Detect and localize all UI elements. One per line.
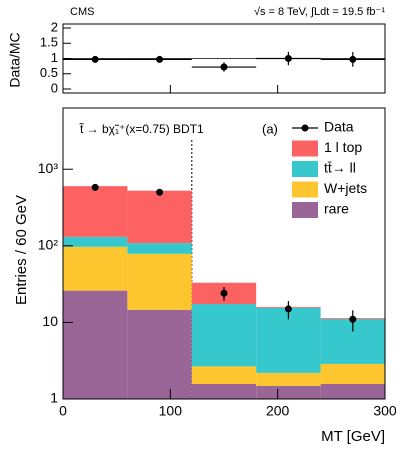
data-point bbox=[349, 315, 357, 323]
frame bbox=[62, 23, 386, 94]
data-point bbox=[91, 55, 99, 63]
stack-segment bbox=[63, 186, 128, 237]
legend-marker bbox=[301, 124, 309, 132]
stack-segment bbox=[63, 236, 128, 247]
y-tick-label: 1 bbox=[50, 390, 58, 406]
data-point bbox=[284, 55, 292, 62]
data-point bbox=[349, 55, 357, 63]
stack-segment bbox=[191, 366, 257, 384]
x-tick-label: 100 bbox=[159, 403, 183, 419]
y-tick-label: 10² bbox=[38, 237, 59, 253]
annotation: t̃ → bχ̃₁⁺(x=0.75) BDT1 bbox=[79, 122, 204, 137]
legend-swatch bbox=[292, 202, 318, 218]
legend-label: 1 l top bbox=[324, 139, 362, 155]
data-point bbox=[156, 188, 164, 196]
data-point bbox=[91, 183, 99, 191]
x-tick-label: 300 bbox=[373, 403, 397, 419]
legend-label: rare bbox=[324, 201, 349, 217]
legend-label: W+jets bbox=[324, 180, 367, 196]
y-tick-label: 2 bbox=[51, 19, 58, 34]
stack-segment bbox=[127, 309, 192, 399]
legend-swatch bbox=[292, 161, 318, 177]
stack-segment bbox=[320, 363, 385, 384]
stack-segment bbox=[127, 243, 192, 254]
stack-segment bbox=[63, 290, 128, 399]
ratio-y-label: Data/MC bbox=[7, 32, 23, 87]
y-tick-label: 1 bbox=[51, 50, 58, 65]
y-tick-label: 0 bbox=[51, 80, 58, 95]
x-tick-label: 0 bbox=[59, 403, 67, 419]
y-tick-label: 1.5 bbox=[40, 35, 58, 50]
x-axis-label: MT [GeV] bbox=[321, 428, 385, 445]
y-axis-label: Entries / 60 GeV bbox=[13, 195, 30, 305]
data-point bbox=[220, 289, 228, 297]
data-point bbox=[220, 63, 228, 71]
legend-label: tt̄→ ll bbox=[324, 160, 356, 176]
experiment-label: CMS bbox=[70, 6, 94, 18]
data-point bbox=[156, 55, 164, 63]
stack-segment bbox=[256, 372, 321, 386]
stack-segment bbox=[127, 253, 192, 310]
stack-segment bbox=[127, 190, 192, 244]
data-point bbox=[284, 305, 292, 313]
y-tick-label: 10³ bbox=[38, 160, 59, 176]
lumi-label: √s = 8 TeV, ∫Ldt = 19.5 fb⁻¹ bbox=[254, 6, 385, 18]
legend-swatch bbox=[292, 181, 318, 198]
stack-segment bbox=[256, 385, 321, 399]
y-tick-label: 0.5 bbox=[40, 65, 58, 80]
annotation: (a) bbox=[262, 121, 278, 136]
stack-segment bbox=[320, 383, 385, 399]
stack-segment bbox=[63, 246, 128, 291]
frame bbox=[62, 107, 386, 400]
legend-swatch bbox=[292, 140, 318, 157]
stack-segment bbox=[191, 383, 257, 399]
y-tick-label: 10 bbox=[42, 313, 58, 329]
stack-segment bbox=[191, 304, 257, 367]
x-tick-label: 200 bbox=[266, 403, 290, 419]
legend-label: Data bbox=[324, 119, 354, 135]
